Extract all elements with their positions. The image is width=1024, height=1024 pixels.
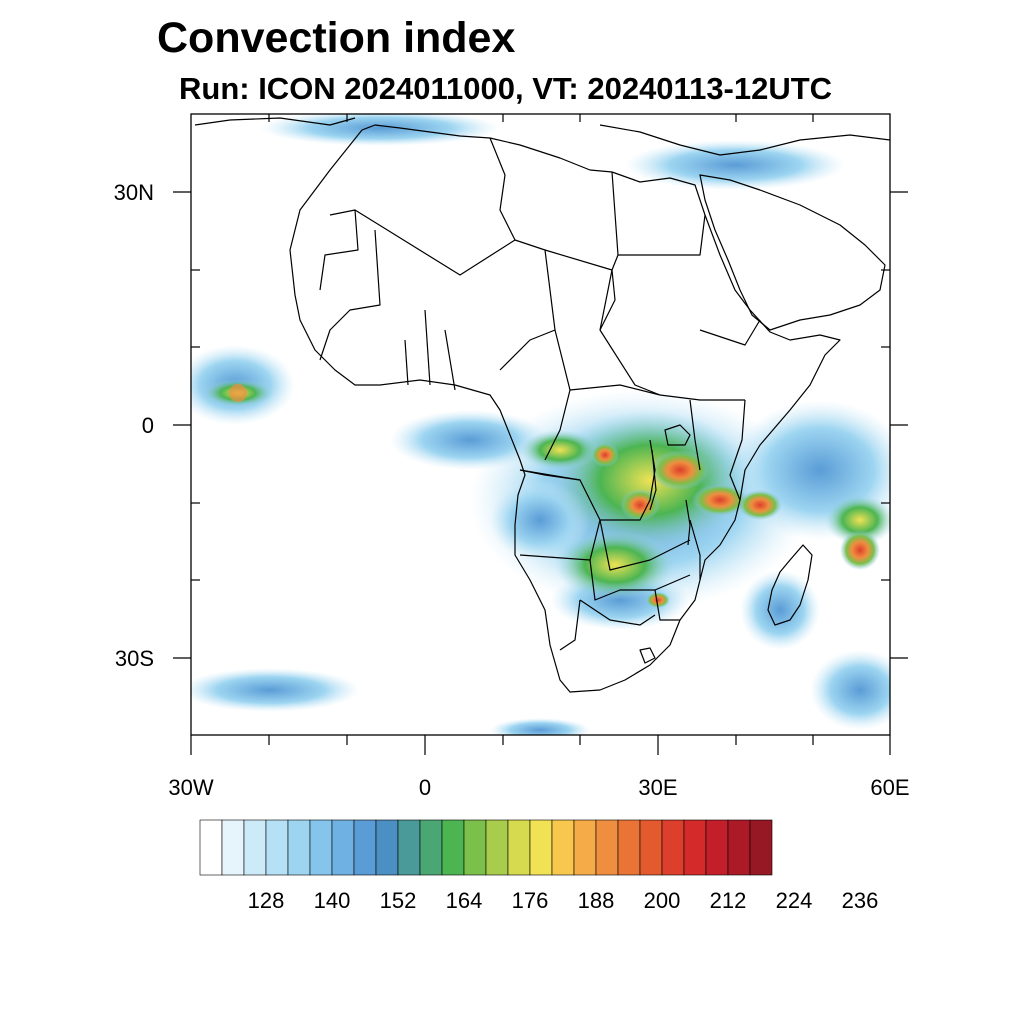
colorbar-swatch: [375, 819, 399, 876]
lat-label-30s: 30S: [114, 646, 154, 671]
colorbar-swatch: [705, 819, 729, 876]
colorbar-label: 176: [511, 888, 549, 913]
colorbar-swatch: [397, 819, 421, 876]
cyclone-marker: [840, 530, 880, 570]
colorbar-swatch: [221, 819, 245, 876]
map-title: Convection index: [157, 14, 516, 62]
colorbar-swatch: [639, 819, 663, 876]
colorbar-swatch: [309, 819, 333, 876]
colorbar-swatch: [287, 819, 311, 876]
lon-label-30w: 30W: [168, 775, 214, 800]
colorbar-label: 224: [775, 888, 813, 913]
colorbar-label: 188: [577, 888, 615, 913]
country-borders: [194, 117, 890, 693]
colorbar-swatch: [595, 819, 619, 876]
colorbar-swatch: [617, 819, 641, 876]
lon-label-60e: 60E: [870, 775, 910, 800]
colorbar-label: 200: [643, 888, 681, 913]
colorbar-label: 152: [379, 888, 417, 913]
colorbar-swatch: [485, 819, 509, 876]
colorbar-label: 212: [709, 888, 747, 913]
map-subtitle: Run: ICON 2024011000, VT: 20240113-12UTC: [179, 71, 833, 106]
colorbar-swatch: [529, 819, 553, 876]
colorbar-swatch: [507, 819, 531, 876]
colorbar-swatch: [463, 819, 487, 876]
colorbar-swatch: [265, 819, 289, 876]
colorbar-swatch: [573, 819, 597, 876]
colorbar-swatch: [727, 819, 751, 876]
colorbar-swatch: [749, 819, 773, 876]
colorbar-swatch: [199, 819, 223, 876]
colorbar-label: 128: [247, 888, 285, 913]
colorbar-swatch: [331, 819, 355, 876]
lat-label-0: 0: [141, 413, 154, 438]
convection-field: [191, 114, 890, 735]
axis-ticks: [173, 114, 908, 755]
lon-label-0: 0: [418, 775, 432, 800]
colorbar-label: 164: [445, 888, 483, 913]
colorbar-swatch: [353, 819, 377, 876]
lat-label-30n: 30N: [113, 180, 154, 205]
colorbar-swatch: [551, 819, 575, 876]
lon-label-30e: 30E: [638, 775, 678, 800]
colorbar-swatch: [243, 819, 267, 876]
colorbar-swatch: [683, 819, 707, 876]
colorbar-swatch: [419, 819, 443, 876]
colorbar-swatch: [441, 819, 465, 876]
colorbar-label: 140: [313, 888, 351, 913]
colorbar-swatch: [661, 819, 685, 876]
colorbar: [199, 819, 773, 876]
colorbar-label: 236: [841, 888, 879, 913]
